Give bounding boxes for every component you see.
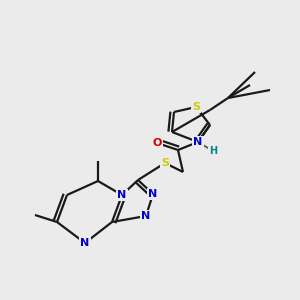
Text: N: N [117,190,127,200]
Text: H: H [209,146,217,156]
Text: S: S [161,158,169,168]
Text: O: O [152,138,162,148]
Text: S: S [192,102,200,112]
Text: N: N [148,189,158,199]
Text: N: N [141,211,151,221]
Text: N: N [194,137,202,147]
Text: N: N [80,238,90,248]
